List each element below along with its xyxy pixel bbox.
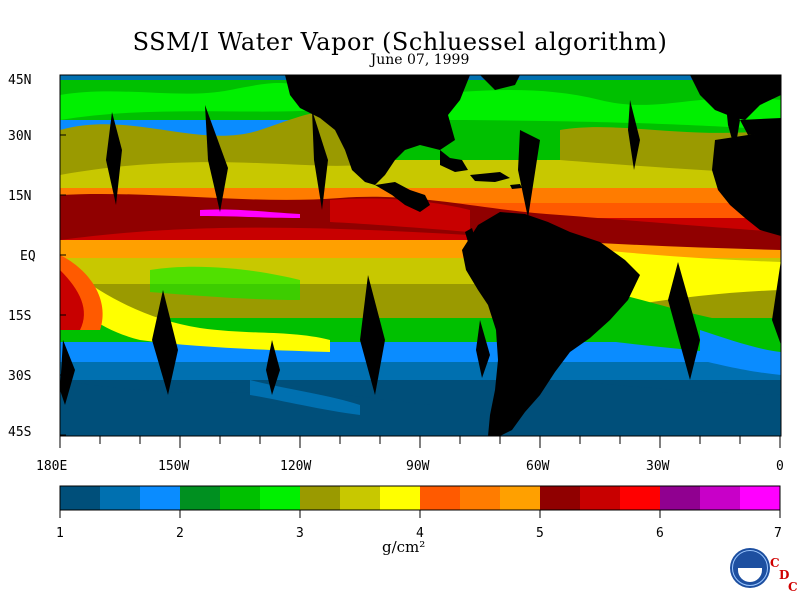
lon-label-60w: 60W — [526, 459, 550, 474]
legend-swatch-8 — [340, 486, 381, 510]
lat-label-15n: 15N — [8, 189, 31, 204]
lon-axis — [59, 436, 781, 448]
legend-swatch-1 — [60, 486, 101, 510]
lat-label-30s: 30S — [8, 369, 31, 384]
legend-tick-2: 2 — [176, 526, 184, 541]
legend-tick-5: 5 — [536, 526, 544, 541]
lat-label-30n: 30N — [8, 129, 31, 144]
legend-swatch-5 — [220, 486, 261, 510]
legend-swatch-16 — [660, 486, 701, 510]
map-date: June 07, 1999 — [370, 52, 470, 68]
legend-swatch-15 — [620, 486, 661, 510]
cdc-letter-c1: C — [770, 556, 780, 570]
legend-swatch-13 — [540, 486, 581, 510]
lon-label-180e: 180E — [36, 459, 67, 474]
cdc-letter-d: D — [779, 568, 790, 582]
color-legend-bar — [60, 486, 781, 510]
lat-label-45n: 45N — [8, 73, 31, 88]
legend-swatch-12 — [500, 486, 541, 510]
legend-tick-4: 4 — [416, 526, 424, 541]
lon-label-120w: 120W — [280, 459, 311, 474]
legend-swatch-9 — [380, 486, 421, 510]
lat-label-45s: 45S — [8, 425, 31, 440]
legend-swatch-2 — [100, 486, 141, 510]
legend-swatch-7 — [300, 486, 341, 510]
legend-swatch-4 — [180, 486, 221, 510]
south-america — [462, 212, 640, 436]
lon-label-30w: 30W — [646, 459, 670, 474]
legend-ticks — [59, 510, 781, 518]
data-gaps — [60, 95, 781, 405]
cdc-letter-c2: C — [788, 580, 798, 594]
africa — [712, 130, 781, 236]
lon-label-90w: 90W — [406, 459, 430, 474]
legend-tick-1: 1 — [56, 526, 64, 541]
landmasses — [285, 75, 781, 436]
lon-label-150w: 150W — [158, 459, 189, 474]
legend-swatch-10 — [420, 486, 461, 510]
lon-label-0: 0 — [776, 459, 784, 474]
legend-swatch-14 — [580, 486, 621, 510]
legend-tick-6: 6 — [656, 526, 664, 541]
noaa-logo — [730, 548, 770, 588]
legend-units: g/cm² — [382, 538, 426, 556]
map-title: SSM/I Water Vapor (Schluessel algorithm) — [132, 28, 668, 56]
lat-axis: 45N 30N 15N EQ 15S 30S 45S — [8, 73, 66, 440]
legend-swatch-18 — [740, 486, 781, 510]
legend-tick-7: 7 — [774, 526, 782, 541]
legend-swatch-3 — [140, 486, 181, 510]
lat-label-15s: 15S — [8, 309, 31, 324]
legend-swatch-11 — [460, 486, 501, 510]
legend-tick-3: 3 — [296, 526, 304, 541]
north-america — [285, 75, 470, 185]
legend-swatch-17 — [700, 486, 741, 510]
lat-label-eq: EQ — [20, 249, 36, 264]
legend-swatch-6 — [260, 486, 301, 510]
